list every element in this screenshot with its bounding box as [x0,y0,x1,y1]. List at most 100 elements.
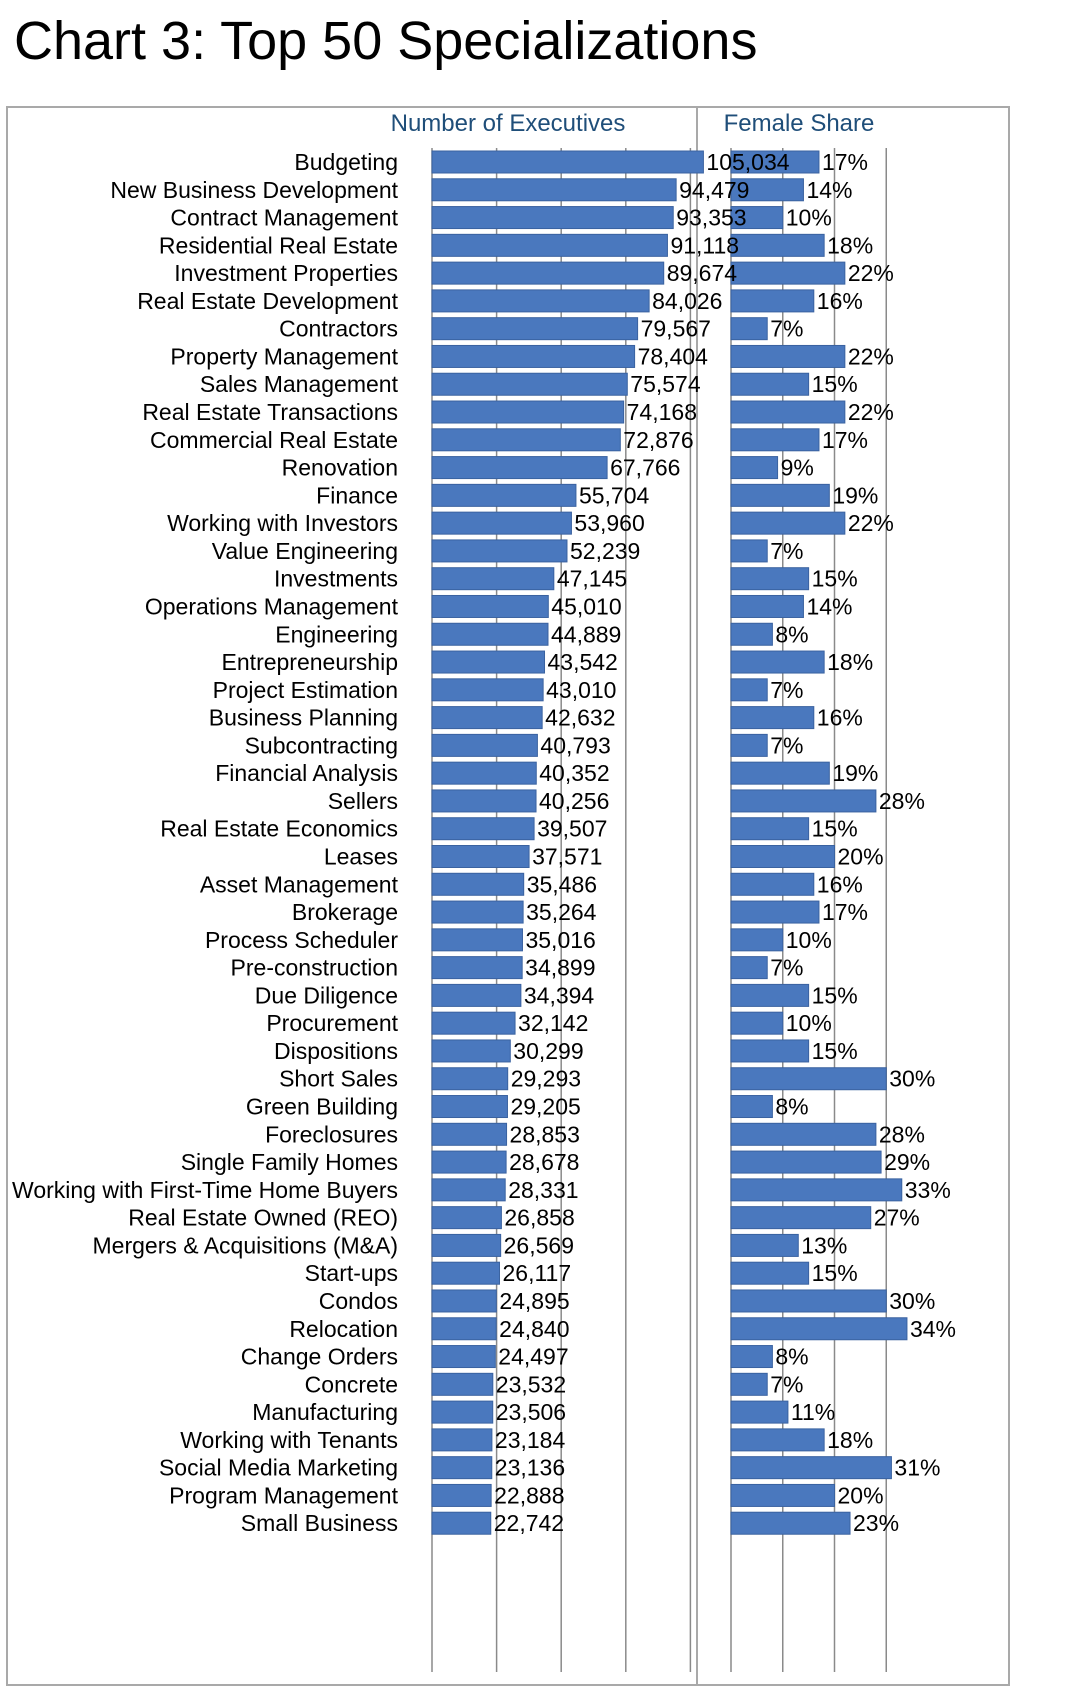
executives-bar [431,400,625,424]
chart-frame [6,106,1010,1686]
female-share-value-label: 23% [853,1510,899,1536]
female-share-value-label: 14% [806,177,852,203]
executives-value-label: 47,145 [557,566,627,592]
female-share-value-label: 28% [879,1121,925,1147]
female-share-value-label: 14% [806,593,852,619]
female-share-value-label: 19% [832,482,878,508]
category-label: Brokerage [292,899,398,925]
female-share-bar [730,567,810,591]
female-share-value-label: 16% [817,288,863,314]
female-share-value-label: 30% [889,1288,935,1314]
executives-bar [431,428,621,452]
female-share-bar [730,678,768,702]
executives-value-label: 30,299 [513,1038,583,1064]
category-label: Real Estate Owned (REO) [128,1205,398,1231]
female-share-bars [730,150,908,1535]
category-label: Mergers & Acquisitions (M&A) [93,1232,398,1258]
female-share-bar [730,428,820,452]
female-share-value-label: 30% [889,1066,935,1092]
executives-bar [431,1011,516,1035]
female-share-value-label: 7% [770,677,803,703]
female-share-bar [730,456,779,480]
executives-value-label: 34,394 [524,982,595,1008]
female-share-bar [730,622,773,646]
category-label: Due Diligence [255,982,398,1008]
executives-bar [431,845,530,868]
executives-value-label: 24,840 [499,1316,569,1342]
female-share-value-label: 29% [884,1149,930,1175]
female-share-value-label: 7% [770,538,803,564]
category-label: Renovation [282,455,398,481]
category-label: Property Management [170,343,398,369]
female-share-bar [730,1206,872,1230]
executives-bar [431,1345,496,1369]
female-share-value-label: 15% [812,982,858,1008]
executives-bar [431,817,535,841]
female-share-value-label: 22% [848,260,894,286]
executives-value-label: 52,239 [570,538,640,564]
executives-bar [431,1483,492,1507]
executives-value-label: 34,899 [525,955,595,981]
executives-value-label: 26,569 [504,1232,574,1258]
executives-value-label: 37,571 [532,844,602,870]
female-share-bar [730,928,784,952]
female-share-bar [730,650,825,674]
category-label: Working with First-Time Home Buyers [12,1177,398,1203]
category-label: Budgeting [294,149,398,175]
category-label: Financial Analysis [215,760,398,786]
executives-value-label: 72,876 [623,427,693,453]
executives-value-label: 84,026 [652,288,722,314]
female-share-bar [730,733,768,757]
executives-bar [431,261,665,285]
category-label: Working with Tenants [180,1427,398,1453]
executives-value-label: 75,574 [630,371,701,397]
female-share-bar [730,845,835,868]
executives-value-label: 78,404 [638,343,709,369]
category-label: Program Management [169,1482,398,1508]
female-share-bar [730,261,846,285]
executives-bars [431,150,704,1535]
category-label: Operations Management [145,593,399,619]
executives-value-label: 105,034 [706,149,789,175]
female-share-value-label: 8% [775,1094,808,1120]
executives-value-label: 22,742 [494,1510,564,1536]
female-share-value-label: 7% [770,732,803,758]
female-share-bar [730,1428,825,1452]
panel-title-female-share: Female Share [724,110,875,137]
category-label: Pre-construction [231,955,398,981]
female-share-bar [730,1067,887,1091]
category-label: Value Engineering [212,538,398,564]
category-label: Real Estate Economics [160,816,398,842]
executives-bar [431,483,577,507]
executives-bar [431,1289,497,1313]
female-share-value-label: 15% [812,1260,858,1286]
executives-value-label: 23,136 [495,1455,565,1481]
female-share-bar [730,372,810,396]
female-share-bar [730,1261,810,1285]
female-share-value-label: 7% [770,955,803,981]
female-share-value-label: 10% [786,927,832,953]
executives-value-labels: 105,03494,47993,35391,11889,67484,02679,… [494,149,790,1536]
female-share-value-label: 17% [822,427,868,453]
female-share-bar [730,1511,851,1535]
executives-value-label: 40,352 [539,760,609,786]
female-share-value-label: 28% [879,788,925,814]
executives-value-label: 45,010 [551,593,621,619]
female-share-bar [730,317,768,341]
female-share-bar [730,1011,784,1035]
category-label: Small Business [241,1510,398,1536]
female-share-value-label: 18% [827,649,873,675]
executives-bar [431,1261,500,1285]
executives-value-label: 24,895 [499,1288,569,1314]
panel-title-executives: Number of Executives [391,110,626,137]
executives-value-label: 43,010 [546,677,616,703]
female-share-value-label: 10% [786,205,832,231]
category-label: Subcontracting [245,732,398,758]
female-share-bar [730,400,846,424]
category-label: New Business Development [110,177,398,203]
female-share-value-label: 8% [775,1344,808,1370]
female-share-bar [730,872,815,896]
female-share-bar [730,1095,773,1119]
executives-value-label: 29,205 [510,1094,580,1120]
